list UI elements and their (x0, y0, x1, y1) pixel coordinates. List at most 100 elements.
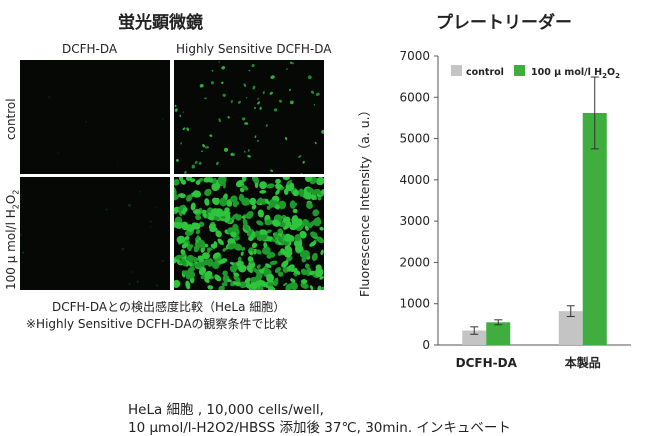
cell-mark (292, 208, 298, 214)
cell-mark (209, 134, 213, 137)
cell-mark (149, 220, 152, 223)
cell-mark (128, 203, 131, 207)
cell-mark (266, 229, 272, 234)
cell-mark (259, 106, 262, 110)
cell-mark (218, 61, 221, 63)
cell-mark (184, 170, 187, 174)
cell-mark (309, 241, 317, 247)
cell-mark (312, 209, 320, 217)
cell-mark (259, 181, 267, 190)
cell-mark (267, 285, 276, 290)
bar-0-0 (462, 330, 487, 345)
cell-mark (233, 275, 241, 282)
cell-mark (294, 267, 298, 273)
cell-mark (250, 276, 258, 283)
cell-mark (253, 106, 257, 110)
legend-subscript: 2 (615, 72, 620, 80)
cell-mark (193, 263, 198, 268)
cell-mark (176, 235, 186, 244)
cell-mark (180, 179, 187, 185)
cell-mark (204, 188, 212, 197)
cell-mark (139, 190, 141, 193)
cell-mark (48, 96, 50, 99)
cell-mark (259, 234, 268, 241)
cell-mark (212, 252, 221, 259)
cell-mark (236, 245, 243, 251)
cell-mark (219, 258, 228, 264)
cell-mark (313, 217, 322, 227)
cell-mark (244, 150, 246, 153)
cell-mark (227, 238, 236, 245)
legend-text: 100 μ mol/l H (531, 67, 602, 78)
cell-mark (310, 193, 317, 201)
cell-mark (311, 177, 318, 183)
cell-mark (257, 140, 259, 142)
cell-mark (186, 269, 196, 279)
cell-mark (230, 152, 234, 156)
cell-mark (248, 69, 251, 72)
cell-mark (252, 85, 256, 90)
cell-mark (233, 200, 240, 206)
cell-mark (289, 266, 295, 272)
cell-mark (291, 217, 299, 223)
cell-mark (300, 268, 308, 276)
cell-mark (275, 189, 280, 195)
y-tick-label: 0 (422, 338, 430, 352)
cell-mark (263, 242, 268, 248)
cell-mark (313, 103, 316, 106)
cell-mark (270, 169, 274, 172)
cell-mark (291, 62, 294, 65)
cell-mark (193, 243, 200, 253)
cell-mark (180, 249, 186, 255)
cell-mark (307, 75, 312, 80)
legend-label-control: control (466, 67, 504, 78)
cell-mark (212, 177, 217, 185)
cell-mark (182, 127, 186, 131)
cell-mark (237, 100, 241, 104)
cell-mark (241, 117, 246, 121)
cell-mark (248, 250, 254, 256)
cell-mark (282, 177, 291, 181)
y-tick-label: 3000 (399, 214, 430, 228)
cell-mark (162, 118, 164, 120)
cell-mark (190, 202, 196, 211)
cell-mark (221, 66, 226, 70)
cell-mark (174, 188, 177, 196)
cell-mark (250, 281, 258, 290)
cell-mark (182, 207, 188, 213)
cell-mark (251, 242, 258, 249)
cell-mark (292, 189, 299, 197)
cell-mark (175, 254, 184, 260)
cell-mark (306, 202, 313, 209)
cell-mark (184, 235, 190, 241)
cell-mark (241, 177, 247, 182)
cell-mark (254, 230, 260, 236)
cell-mark (222, 270, 228, 277)
cell-mark (186, 254, 195, 263)
row-label-h2o2-o: O (4, 194, 18, 205)
cell-mark (202, 212, 207, 218)
cell-mark (233, 153, 236, 157)
cell-mark (230, 231, 237, 238)
category-label: DCFH-DA (456, 356, 518, 370)
y-axis-title: Fluorescence Intensity（a. u.） (357, 104, 372, 297)
cell-mark (257, 97, 259, 100)
cell-mark (249, 197, 257, 206)
cell-mark (245, 210, 254, 220)
cell-mark (271, 219, 281, 227)
cell-mark (240, 251, 244, 256)
cell-mark (273, 277, 279, 287)
cell-mark (304, 263, 310, 270)
cell-mark (174, 178, 180, 186)
cell-mark (265, 263, 272, 268)
cell-mark (174, 221, 179, 228)
cell-mark (247, 256, 254, 262)
cell-mark (213, 241, 218, 249)
cell-mark (181, 242, 189, 249)
cell-mark (289, 100, 294, 105)
cell-mark (298, 155, 302, 158)
cell-mark (128, 283, 131, 286)
cell-mark (259, 189, 267, 194)
cell-mark (262, 90, 265, 95)
cell-mark (195, 229, 201, 235)
